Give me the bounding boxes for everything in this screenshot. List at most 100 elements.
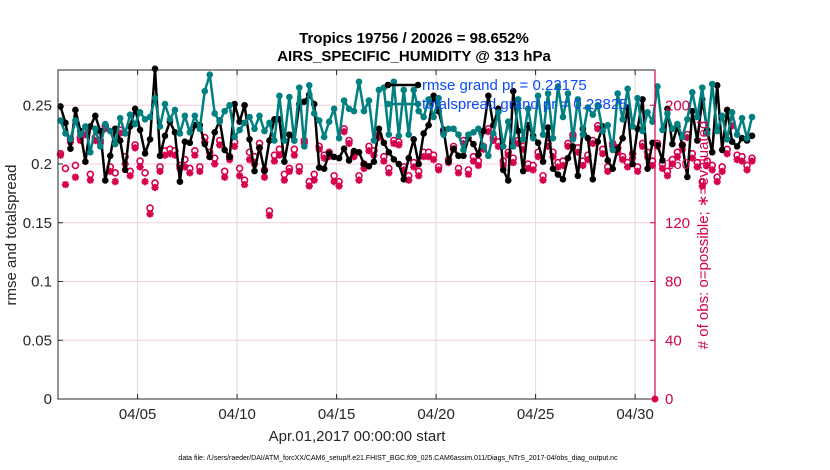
data-point [281, 137, 288, 144]
evaluated-obs-center [466, 172, 471, 177]
data-point [141, 116, 149, 123]
data-point [151, 94, 159, 102]
data-point [435, 94, 442, 102]
data-point [360, 160, 368, 168]
data-point [305, 81, 313, 89]
data-point [121, 130, 129, 137]
evaluated-obs-center [133, 145, 138, 150]
evaluated-obs-center [366, 148, 371, 153]
data-point [62, 130, 69, 137]
data-point [236, 126, 243, 134]
data-point [614, 90, 621, 97]
evaluated-obs-center [750, 159, 755, 164]
data-point [67, 136, 74, 143]
evaluated-obs-center [322, 156, 327, 161]
data-point [669, 125, 676, 133]
evaluated-obs-center [411, 164, 416, 169]
data-point [634, 94, 641, 102]
data-point [181, 138, 189, 145]
x-tick-label: 04/20 [417, 406, 455, 423]
y2-tick-label: 200 [665, 97, 690, 114]
evaluated-obs-center [292, 153, 297, 158]
data-point [629, 123, 636, 130]
data-point [340, 145, 348, 153]
data-point [320, 165, 328, 172]
evaluated-obs-center [312, 178, 317, 183]
data-point [281, 158, 288, 165]
evaluated-obs-center [620, 157, 625, 162]
data-point [470, 128, 477, 136]
evaluated-obs-center [625, 164, 630, 169]
evaluated-obs-center [640, 144, 645, 149]
data-point [669, 140, 676, 148]
data-point [415, 107, 422, 115]
data-point [544, 124, 552, 131]
evaluated-obs-center [118, 131, 123, 136]
data-point [499, 166, 507, 174]
y-tick-label: 0.1 [31, 274, 52, 291]
evaluated-obs-center [560, 163, 565, 168]
data-point [350, 147, 358, 155]
data-point [176, 178, 184, 185]
data-point [609, 165, 617, 172]
data-point [161, 100, 169, 108]
evaluated-obs-center [685, 135, 690, 140]
data-point [121, 166, 129, 174]
data-point [236, 118, 243, 125]
data-point [679, 133, 686, 141]
evaluated-obs-center [386, 170, 391, 175]
data-point [141, 150, 149, 157]
data-point [365, 163, 373, 170]
legend-marker [384, 81, 392, 89]
data-point [718, 146, 726, 154]
data-point [131, 105, 139, 113]
evaluated-obs-center [277, 153, 282, 158]
legend: rmse grand pr = 0.22175 totalspread grand… [384, 77, 628, 113]
possible-obs-marker [330, 171, 338, 180]
evaluated-obs-center [391, 141, 396, 146]
data-point [325, 118, 333, 125]
data-point [395, 160, 403, 168]
data-point [405, 131, 413, 138]
series-line [59, 67, 753, 183]
evaluated-obs-center [182, 164, 187, 169]
data-point [475, 125, 482, 133]
data-point [689, 107, 696, 115]
evaluated-obs-center [730, 123, 735, 128]
data-point [151, 65, 159, 73]
evaluated-obs-center [590, 141, 595, 146]
data-point [201, 87, 209, 95]
data-point [345, 157, 353, 164]
data-point [101, 177, 109, 184]
data-point [370, 137, 378, 144]
data-point [480, 143, 487, 150]
evaluated-obs-center [476, 163, 481, 168]
evaluated-obs-center [436, 167, 441, 172]
data-point [604, 157, 612, 164]
data-point [87, 148, 94, 156]
chart-title: Tropics 19756 / 20026 = 98.652% [299, 30, 529, 47]
data-point [300, 98, 308, 106]
y-tick-label: 0.25 [23, 97, 52, 114]
x-tick-label: 04/10 [218, 406, 256, 423]
y-tick-label: 0.15 [23, 215, 52, 232]
data-point [420, 113, 427, 121]
possible-obs-marker [61, 164, 70, 173]
evaluated-obs-center [720, 169, 725, 174]
data-point [87, 123, 94, 130]
evaluated-obs-center [635, 169, 640, 174]
evaluated-obs-center [113, 179, 118, 184]
x-tick-label: 04/25 [517, 406, 555, 423]
data-point [310, 110, 318, 117]
data-point [644, 109, 651, 116]
data-point [161, 132, 169, 140]
evaluated-obs-center [262, 175, 267, 180]
chart-subtitle: AIRS_SPECIFIC_HUMIDITY @ 313 hPa [277, 48, 551, 65]
data-point [594, 138, 602, 145]
evaluated-obs-center [396, 142, 401, 147]
evaluated-obs-center [337, 184, 342, 189]
evaluated-obs-center [665, 173, 670, 178]
data-point [216, 118, 223, 125]
evaluated-obs-center [381, 159, 386, 164]
